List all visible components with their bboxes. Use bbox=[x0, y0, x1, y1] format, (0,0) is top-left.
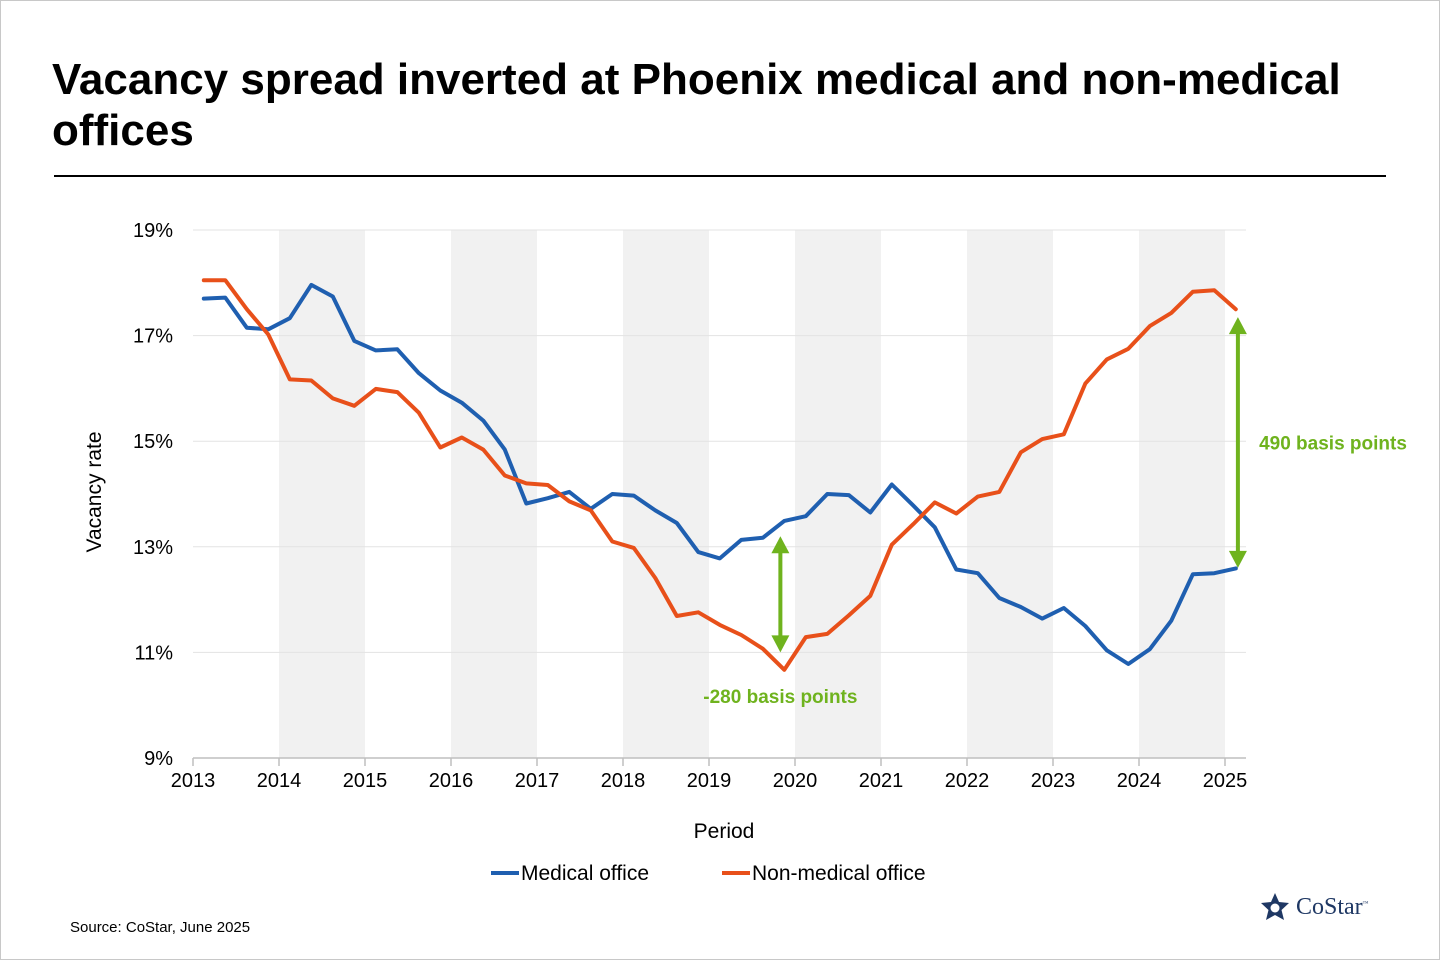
x-tick-label: 2024 bbox=[1117, 770, 1162, 792]
x-tick-label: 2017 bbox=[515, 770, 560, 792]
x-tick-label: 2016 bbox=[429, 770, 474, 792]
y-tick-label: 17% bbox=[133, 326, 173, 348]
y-tick-label: 13% bbox=[133, 537, 173, 559]
annotation-arrow-head-down bbox=[771, 635, 790, 653]
year-band-2022 bbox=[967, 230, 1053, 758]
annotation-arrow-head-up bbox=[771, 536, 790, 554]
legend-label: Medical office bbox=[521, 862, 649, 885]
x-axis-title: Period bbox=[694, 820, 755, 843]
annotation-label: 490 basis points bbox=[1259, 434, 1407, 455]
y-tick-label: 11% bbox=[134, 642, 173, 664]
non-medical-office-line bbox=[201, 278, 1238, 672]
x-tick-label: 2019 bbox=[687, 770, 732, 792]
x-tick-label: 2022 bbox=[945, 770, 990, 792]
x-tick-label: 2020 bbox=[773, 770, 818, 792]
annotation-arrow-head-down bbox=[1228, 550, 1247, 568]
x-tick-label: 2014 bbox=[257, 770, 302, 792]
costar-star-icon bbox=[1261, 893, 1289, 920]
y-tick-label: 15% bbox=[133, 431, 173, 453]
x-tick-label: 2023 bbox=[1031, 770, 1076, 792]
annotation-label: -280 basis points bbox=[703, 687, 857, 708]
costar-logo: CoStar™ bbox=[1260, 890, 1369, 924]
x-tick-label: 2015 bbox=[343, 770, 388, 792]
legend-label: Non-medical office bbox=[752, 862, 926, 885]
title-divider bbox=[54, 175, 1386, 177]
costar-logo-text: CoStar™ bbox=[1296, 893, 1369, 920]
y-tick-label: 9% bbox=[144, 748, 173, 770]
x-tick-label: 2021 bbox=[859, 770, 904, 792]
x-tick-label: 2018 bbox=[601, 770, 646, 792]
year-band-2014 bbox=[279, 230, 365, 758]
year-band-2024 bbox=[1139, 230, 1225, 758]
y-axis-title: Vacancy rate bbox=[83, 431, 106, 552]
y-tick-label: 19% bbox=[133, 220, 173, 242]
page-title: Vacancy spread inverted at Phoenix medic… bbox=[52, 55, 1341, 155]
medical-office-line bbox=[201, 282, 1238, 666]
x-tick-label: 2025 bbox=[1203, 770, 1248, 792]
annotation-arrow-head-up bbox=[1228, 317, 1247, 335]
year-band-2018 bbox=[623, 230, 709, 758]
source-note: Source: CoStar, June 2025 bbox=[70, 919, 251, 936]
x-tick-label: 2013 bbox=[171, 770, 216, 792]
